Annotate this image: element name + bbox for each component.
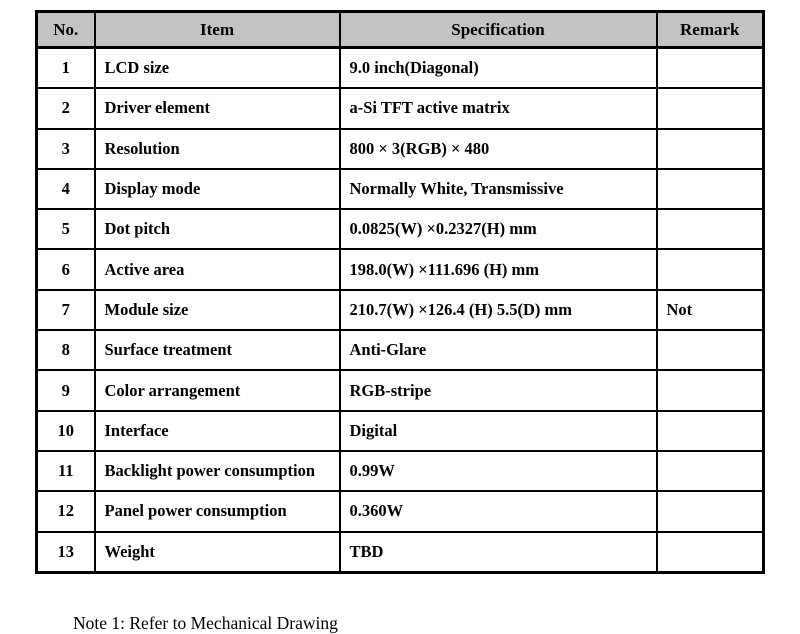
cell-item: Module size (93, 288, 341, 332)
table-row: 7 Module size 210.7(W) ×126.4 (H) 5.5(D)… (35, 288, 765, 332)
cell-spec: 0.0825(W) ×0.2327(H) mm (338, 208, 658, 251)
cell-no: 1 (35, 46, 96, 90)
cell-spec: 0.360W (338, 490, 658, 533)
cell-item: Panel power consumption (93, 490, 341, 533)
cell-no: 11 (35, 449, 96, 493)
cell-remark (655, 46, 765, 90)
cell-no: 13 (35, 530, 96, 574)
cell-spec: Digital (338, 409, 658, 452)
cell-item: Color arrangement (93, 369, 341, 412)
table-row: 3 Resolution 800 × 3(RGB) × 480 (35, 127, 765, 170)
cell-spec: 0.99W (338, 449, 658, 493)
table-row: 8 Surface treatment Anti-Glare (35, 329, 765, 372)
cell-no: 9 (35, 369, 96, 412)
cell-spec: TBD (338, 530, 658, 574)
header-row: No. Item Specification Remark (35, 10, 765, 49)
cell-spec: RGB-stripe (338, 369, 658, 412)
header-no: No. (35, 10, 96, 49)
table-row: 5 Dot pitch 0.0825(W) ×0.2327(H) mm (35, 208, 765, 251)
cell-remark (655, 449, 765, 493)
note-text: Note 1: Refer to Mechanical Drawing (73, 613, 338, 633)
cell-remark (655, 127, 765, 170)
table-row: 1 LCD size 9.0 inch(Diagonal) (35, 46, 765, 90)
spec-table-body: 1 LCD size 9.0 inch(Diagonal) 2 Driver e… (35, 46, 765, 574)
cell-remark (655, 87, 765, 130)
table-row: 9 Color arrangement RGB-stripe (35, 369, 765, 412)
cell-no: 6 (35, 248, 96, 291)
cell-spec: 210.7(W) ×126.4 (H) 5.5(D) mm (338, 288, 658, 332)
cell-item: Backlight power consumption (93, 449, 341, 493)
cell-remark (655, 409, 765, 452)
cell-remark (655, 208, 765, 251)
cell-item: Resolution (93, 127, 341, 170)
table-row: 2 Driver element a-Si TFT active matrix (35, 87, 765, 130)
cell-remark (655, 490, 765, 533)
cell-remark (655, 530, 765, 574)
header-specification: Specification (338, 10, 658, 49)
cell-no: 3 (35, 127, 96, 170)
cell-item: Weight (93, 530, 341, 574)
cell-no: 8 (35, 329, 96, 372)
table-row: 12 Panel power consumption 0.360W (35, 490, 765, 533)
cell-no: 12 (35, 490, 96, 533)
cell-spec: 9.0 inch(Diagonal) (338, 46, 658, 90)
cell-item: Surface treatment (93, 329, 341, 372)
table-row: 13 Weight TBD (35, 530, 765, 574)
table-row: 10 Interface Digital (35, 409, 765, 452)
cell-item: Driver element (93, 87, 341, 130)
cell-item: Interface (93, 409, 341, 452)
cell-remark (655, 167, 765, 211)
cell-no: 4 (35, 167, 96, 211)
cell-remark (655, 248, 765, 291)
header-item: Item (93, 10, 341, 49)
cell-no: 7 (35, 288, 96, 332)
cell-spec: 800 × 3(RGB) × 480 (338, 127, 658, 170)
cell-remark: Not (655, 288, 765, 332)
header-remark: Remark (655, 10, 765, 49)
cell-item: Display mode (93, 167, 341, 211)
table-row: 6 Active area 198.0(W) ×111.696 (H) mm (35, 248, 765, 291)
cell-no: 2 (35, 87, 96, 130)
table-row: 4 Display mode Normally White, Transmiss… (35, 167, 765, 211)
table-row: 11 Backlight power consumption 0.99W (35, 449, 765, 493)
cell-item: Dot pitch (93, 208, 341, 251)
cell-remark (655, 369, 765, 412)
cell-no: 5 (35, 208, 96, 251)
cell-no: 10 (35, 409, 96, 452)
specification-table: No. Item Specification Remark 1 LCD size… (35, 10, 765, 574)
cell-item: Active area (93, 248, 341, 291)
cell-spec: Normally White, Transmissive (338, 167, 658, 211)
cell-spec: 198.0(W) ×111.696 (H) mm (338, 248, 658, 291)
cell-spec: a-Si TFT active matrix (338, 87, 658, 130)
cell-remark (655, 329, 765, 372)
cell-item: LCD size (93, 46, 341, 90)
cell-spec: Anti-Glare (338, 329, 658, 372)
